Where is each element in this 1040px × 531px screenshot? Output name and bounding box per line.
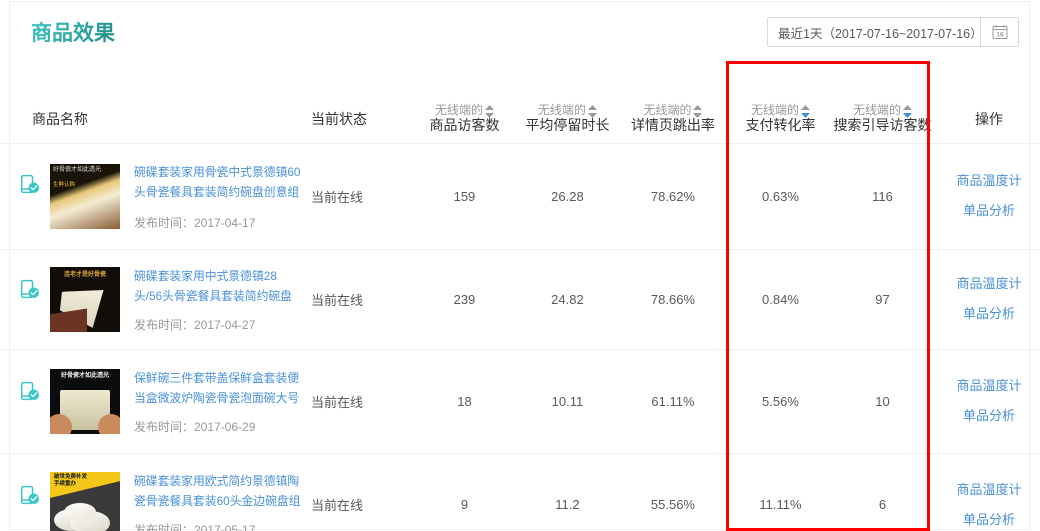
svg-text:16: 16	[996, 31, 1004, 38]
